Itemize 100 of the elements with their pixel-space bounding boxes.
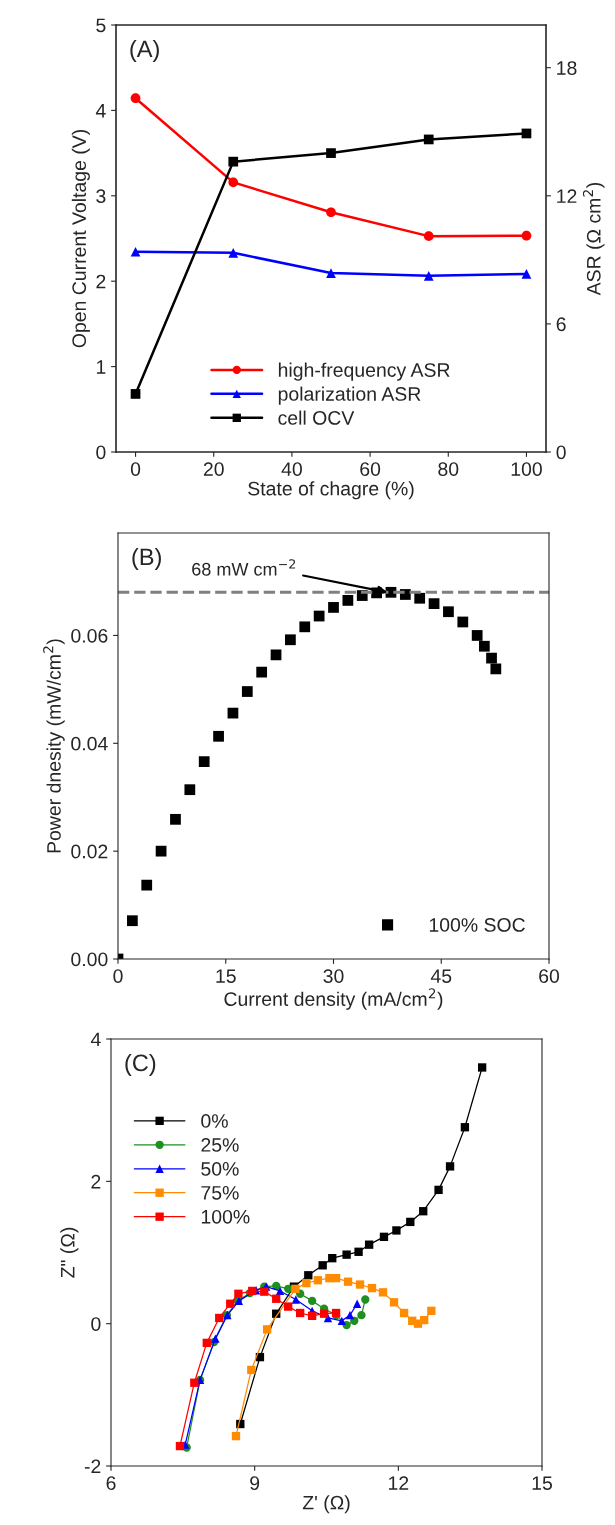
y2-tick-label: 6: [556, 317, 566, 332]
point: [443, 606, 454, 618]
point: [190, 1378, 199, 1387]
point: [260, 1287, 269, 1296]
x-tick-label: 30: [323, 969, 344, 983]
y-axis-title: Power dnesity (mW/cm$^{2}$): [43, 639, 65, 853]
y-tick-label: 2: [91, 1174, 101, 1189]
point: [313, 610, 325, 622]
y-tick-label: -2: [84, 1459, 101, 1474]
point: [295, 1308, 305, 1318]
point: [486, 652, 497, 664]
y-tick-label: 2: [96, 274, 106, 289]
x-tick-label: 0: [113, 969, 123, 983]
point: [285, 634, 296, 646]
point: [434, 1185, 443, 1195]
point: [202, 1338, 211, 1348]
point: [357, 1310, 366, 1320]
point: [367, 1283, 377, 1293]
x-tick-label: 15: [532, 1476, 552, 1490]
y-tick-label: 0.02: [71, 844, 108, 859]
annotation: (A): [130, 39, 159, 62]
point: [445, 1162, 455, 1171]
point: [130, 246, 141, 257]
y-tick-label: 0.06: [71, 628, 108, 643]
x-axis-title: Current density (mA/cm$^{2}$): [224, 988, 443, 1010]
point: [399, 1308, 409, 1318]
x-tick-label: 12: [389, 1476, 409, 1490]
point: [364, 1240, 374, 1249]
x-axis-title: State of chagre (%): [248, 481, 414, 500]
point: [226, 1299, 235, 1308]
point: [342, 1250, 351, 1259]
point: [228, 177, 239, 188]
point: [130, 389, 141, 399]
point: [319, 1309, 329, 1318]
point: [326, 148, 336, 158]
legend-label: high-frequency ASR: [278, 362, 450, 381]
point: [247, 1365, 256, 1375]
y-tick-label: 5: [96, 18, 106, 33]
point: [427, 1306, 436, 1316]
point: [256, 666, 268, 678]
point: [423, 271, 434, 281]
point: [326, 207, 336, 218]
point: [228, 247, 239, 258]
legend-label: 0%: [201, 1114, 228, 1128]
point: [231, 1431, 241, 1441]
legend-label: polarization ASR: [278, 386, 421, 405]
x-tick-label: 20: [203, 462, 224, 476]
point: [350, 1316, 359, 1325]
point: [326, 268, 336, 278]
annotation: 68 mW cm$^{−2}$: [192, 559, 296, 576]
y-tick-label: 4: [90, 1032, 101, 1047]
y2-tick-label: 18: [557, 61, 577, 75]
x-tick-label: 9: [250, 1476, 260, 1490]
point: [284, 1302, 293, 1311]
y-tick-label: 0.00: [71, 952, 108, 967]
y-axis-title: Z" (Ω): [60, 1227, 79, 1278]
point: [241, 686, 253, 697]
point: [521, 230, 532, 241]
point: [361, 1295, 370, 1304]
point: [379, 1232, 389, 1242]
y2-tick-label: 0: [556, 445, 566, 460]
point: [184, 784, 196, 796]
point: [262, 1325, 272, 1334]
point: [345, 1310, 355, 1320]
point: [419, 1207, 428, 1216]
point: [343, 1277, 353, 1286]
point: [460, 1123, 470, 1132]
point: [155, 845, 167, 857]
x-tick-label: 100: [511, 462, 542, 476]
y-tick-label: 0.04: [71, 736, 108, 751]
x-tick-label: 0: [130, 462, 141, 476]
point: [272, 1294, 281, 1303]
legend-label: 50%: [201, 1162, 239, 1176]
y2-tick-label: 12: [557, 189, 577, 203]
point: [331, 1273, 341, 1283]
point: [304, 1271, 313, 1280]
point: [352, 1299, 362, 1308]
y-tick-label: 0: [91, 1317, 101, 1331]
annotation: (B): [132, 547, 161, 570]
point: [141, 879, 153, 891]
point: [299, 621, 311, 633]
y-tick-label: 1: [96, 360, 106, 374]
point: [457, 616, 469, 628]
point: [291, 1295, 301, 1304]
point: [130, 93, 141, 104]
point: [477, 1063, 487, 1072]
x-tick-label: 80: [438, 462, 459, 476]
legend-label: 75%: [201, 1186, 239, 1200]
x-tick-label: 45: [430, 969, 452, 983]
point: [337, 1316, 346, 1325]
point: [414, 592, 426, 604]
x-axis-title: Z' (Ω): [302, 1495, 350, 1514]
x-tick-label: 15: [216, 969, 236, 983]
x-tick-label: 60: [360, 462, 381, 476]
point: [423, 134, 434, 145]
point: [275, 1286, 285, 1296]
point: [215, 1313, 224, 1323]
point: [198, 756, 210, 768]
point: [423, 231, 434, 242]
y-tick-label: 4: [95, 104, 106, 118]
